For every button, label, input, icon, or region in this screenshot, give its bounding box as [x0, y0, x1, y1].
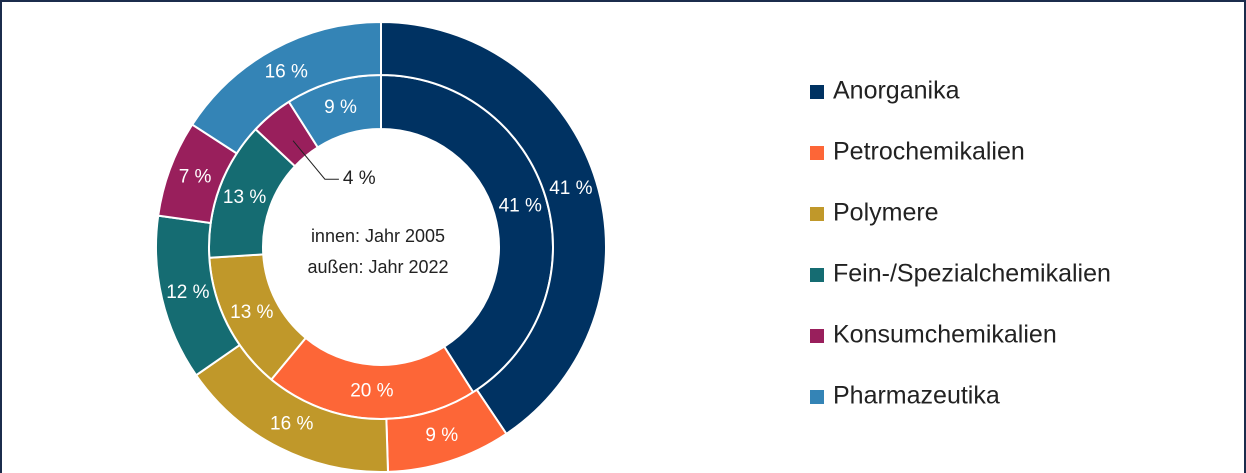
value-label: 41 % [499, 196, 542, 217]
value-label: 12 % [166, 282, 209, 303]
leader-line [292, 140, 339, 180]
legend-label: Anorganika [833, 77, 960, 105]
value-label: 7 % [179, 167, 212, 188]
legend-swatch [810, 329, 824, 343]
value-label: 13 % [230, 302, 273, 323]
annotation: innen: Jahr 2005 [311, 226, 445, 246]
legend-swatch [810, 146, 824, 160]
value-label: 16 % [270, 413, 313, 434]
legend-label: Fein-/Spezialchemikalien [833, 260, 1111, 288]
legend-swatch [810, 390, 824, 404]
value-label: 9 % [324, 97, 357, 118]
value-label: 41 % [549, 178, 592, 199]
legend-swatch [810, 85, 824, 99]
value-label: 13 % [223, 187, 266, 208]
legend-label: Polymere [833, 199, 939, 227]
value-label: 4 % [343, 168, 376, 189]
value-label: 20 % [350, 381, 393, 402]
value-label: 9 % [425, 425, 458, 446]
legend-swatch [810, 207, 824, 221]
annotation: außen: Jahr 2022 [307, 257, 448, 277]
value-label: 16 % [265, 62, 308, 83]
legend-label: Petrochemikalien [833, 138, 1025, 166]
legend-label: Pharmazeutika [833, 382, 1000, 410]
donut-slice [190, 20, 382, 155]
legend-swatch [810, 268, 824, 282]
donut-slice [380, 20, 607, 436]
legend-label: Konsumchemikalien [833, 321, 1057, 349]
